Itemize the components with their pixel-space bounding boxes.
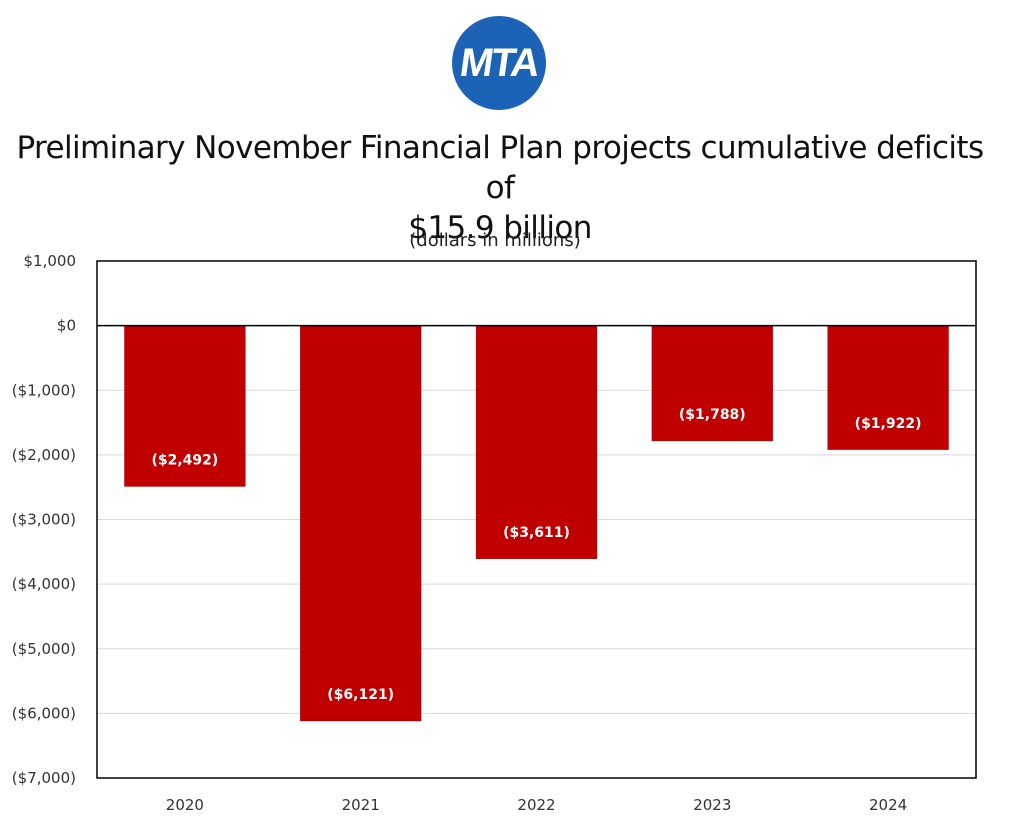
data-label-2020: ($2,492) <box>151 453 218 469</box>
x-tick-label: 2023 <box>693 796 731 814</box>
y-tick-label: ($4,000) <box>12 575 76 593</box>
x-tick-label: 2021 <box>342 796 380 814</box>
x-tick-label: 2024 <box>869 796 907 814</box>
y-tick-label: $1,000 <box>24 252 77 270</box>
data-label-2022: ($3,611) <box>503 525 570 541</box>
y-tick-label: ($5,000) <box>12 640 76 658</box>
bar-2022 <box>476 326 597 559</box>
y-tick-label: $0 <box>57 317 76 335</box>
y-tick-label: ($1,000) <box>12 381 76 399</box>
data-label-2023: ($1,788) <box>679 407 746 423</box>
data-label-2024: ($1,922) <box>855 416 922 432</box>
y-tick-label: ($3,000) <box>12 511 76 529</box>
y-tick-label: ($6,000) <box>12 704 76 722</box>
x-tick-label: 2020 <box>166 796 204 814</box>
bar-2023 <box>652 326 773 442</box>
data-label-2021: ($6,121) <box>327 687 394 703</box>
y-tick-label: ($2,000) <box>12 446 76 464</box>
bars <box>124 326 949 722</box>
y-tick-label: ($7,000) <box>12 769 76 787</box>
bar-2021 <box>300 326 421 722</box>
x-tick-label: 2022 <box>517 796 555 814</box>
